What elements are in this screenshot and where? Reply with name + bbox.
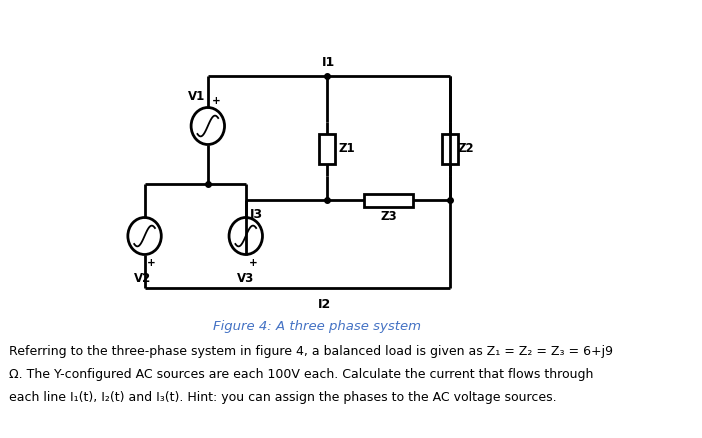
Text: I2: I2 [318,298,331,311]
Text: Z3: Z3 [380,210,397,223]
Text: I3: I3 [251,208,263,221]
Text: V3: V3 [237,272,254,286]
Text: +: + [249,258,257,268]
Text: Z2: Z2 [457,142,474,155]
Text: Z1: Z1 [339,142,355,155]
Bar [319,134,335,164]
Text: V1: V1 [188,91,205,103]
Text: Ω. The Y-configured AC sources are each 100V each. Calculate the current that fl: Ω. The Y-configured AC sources are each … [9,368,593,381]
Text: +: + [211,96,220,106]
Bar [364,194,413,206]
Text: V2: V2 [133,272,151,286]
Text: +: + [147,258,156,268]
Text: Referring to the three-phase system in figure 4, a balanced load is given as Z₁ : Referring to the three-phase system in f… [9,345,613,358]
Text: Figure 4: A three phase system: Figure 4: A three phase system [213,320,421,333]
Text: each line I₁(t), I₂(t) and I₃(t). Hint: you can assign the phases to the AC volt: each line I₁(t), I₂(t) and I₃(t). Hint: … [9,391,557,404]
Text: I1: I1 [322,56,336,69]
Bar [442,134,458,164]
